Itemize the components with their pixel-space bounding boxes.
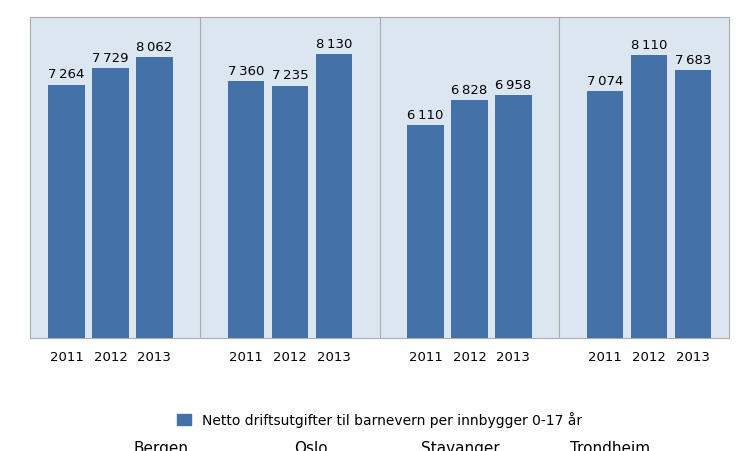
Bar xyxy=(48,85,85,338)
Bar xyxy=(587,92,623,338)
Bar xyxy=(316,55,352,338)
Text: 7 074: 7 074 xyxy=(587,75,623,88)
Text: 6 958: 6 958 xyxy=(496,79,532,92)
Text: 7 264: 7 264 xyxy=(48,68,85,81)
Bar xyxy=(92,69,129,338)
Bar xyxy=(631,56,667,338)
Bar xyxy=(675,71,711,338)
Text: Bergen: Bergen xyxy=(134,440,189,451)
Text: 7 683: 7 683 xyxy=(675,54,711,67)
Text: Stavanger: Stavanger xyxy=(421,440,499,451)
Text: 7 360: 7 360 xyxy=(228,65,264,78)
Text: 7 235: 7 235 xyxy=(271,69,308,82)
Text: 8 062: 8 062 xyxy=(136,41,172,54)
Bar xyxy=(136,58,173,338)
Bar xyxy=(451,101,488,338)
Text: Trondheim: Trondheim xyxy=(570,440,650,451)
Bar xyxy=(271,87,308,338)
Bar xyxy=(408,125,444,338)
Text: 7 729: 7 729 xyxy=(92,52,129,65)
Text: 6 110: 6 110 xyxy=(408,108,444,121)
Bar xyxy=(495,96,532,338)
Legend: Netto driftsutgifter til barnevern per innbygger 0-17 år: Netto driftsutgifter til barnevern per i… xyxy=(177,411,582,428)
Text: Oslo: Oslo xyxy=(294,440,327,451)
Text: 8 110: 8 110 xyxy=(631,39,667,52)
Bar xyxy=(228,82,265,338)
Text: 8 130: 8 130 xyxy=(316,38,352,51)
Text: 6 828: 6 828 xyxy=(451,83,487,97)
